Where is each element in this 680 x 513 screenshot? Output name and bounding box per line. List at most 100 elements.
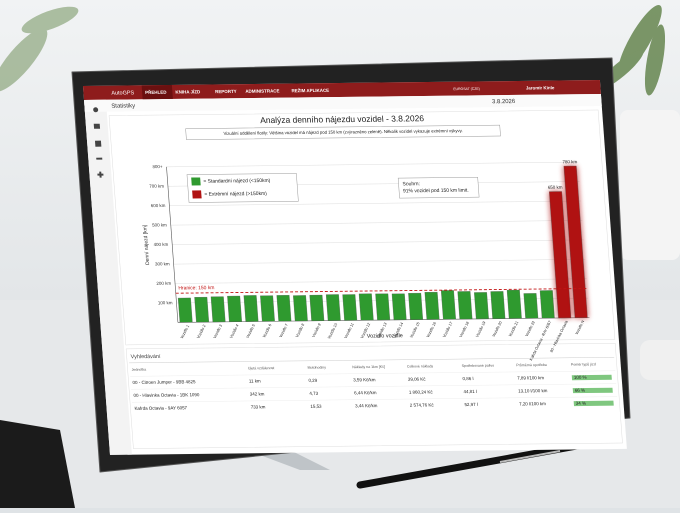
- x-tick-label: Vozidlo 13: [377, 322, 388, 339]
- x-tick-label: Vozidlo 19: [475, 321, 486, 338]
- threshold-label: Hranice: 150 km: [178, 285, 215, 291]
- column-header[interactable]: Průměrná spotřeba: [516, 363, 547, 367]
- nav-item[interactable]: KNIHA JÍZD: [175, 87, 201, 94]
- column-header[interactable]: Motohodiny: [307, 366, 326, 370]
- x-tick-label: Vozidlo 15: [409, 322, 420, 339]
- cell: 733 km: [251, 404, 266, 409]
- bar: [227, 295, 242, 322]
- bar: [276, 295, 292, 322]
- x-tick-label: Vozidlo N: [575, 319, 586, 335]
- search-label[interactable]: Vyhledávání: [131, 354, 162, 360]
- cell: 1 860,24 Kč: [409, 389, 434, 394]
- grid-line: [170, 220, 583, 226]
- bar: [177, 297, 193, 323]
- cell: 52,97 l: [464, 402, 478, 407]
- summary-text: 91% vozidel pod 150 km limit.: [403, 188, 469, 195]
- column-header[interactable]: Jednotka: [131, 368, 146, 372]
- row-rule: [132, 396, 618, 403]
- cell: 100 %: [574, 375, 587, 380]
- bar: [243, 295, 259, 322]
- chart-title: Analýza denního nájezdu vozidel - 3.8.20…: [260, 113, 425, 125]
- y-axis: [166, 166, 179, 323]
- bar: [309, 294, 325, 321]
- date[interactable]: 3.8.2026: [492, 99, 516, 105]
- column-header[interactable]: Poměr typů jízd: [571, 362, 596, 366]
- nav-active: [141, 84, 173, 100]
- company[interactable]: EUROSAT (CZE): [453, 87, 480, 91]
- cell: 3,59 Kč/km: [353, 377, 376, 382]
- column-header[interactable]: Spotřebované palivo: [461, 364, 494, 368]
- y-tick-label: 300 km: [155, 261, 170, 266]
- legend-label: = Extrémní nájezd (>150km): [204, 191, 267, 198]
- top-nav: [83, 80, 601, 100]
- y-tick-label: 500 km: [152, 222, 167, 227]
- nav-item[interactable]: REPORTY: [215, 89, 237, 94]
- bar: [457, 291, 473, 320]
- bar: [523, 293, 539, 319]
- side-icons: [93, 107, 104, 178]
- cell: 0,29: [308, 378, 318, 383]
- bar: [325, 294, 341, 321]
- ratio-bar: [571, 374, 612, 381]
- bar: [490, 291, 506, 319]
- bar: [342, 294, 358, 321]
- bar: [293, 295, 308, 322]
- x-tick-label: Vozidlo 20: [492, 321, 503, 338]
- grid-line: [166, 161, 579, 168]
- nav-item[interactable]: REŽIM APLIKACE: [291, 86, 329, 93]
- plant-left: [0, 6, 79, 92]
- x-tick-label: Vozidlo 2: [196, 324, 206, 339]
- nav-item[interactable]: PŘEHLED: [145, 88, 168, 95]
- x-axis-label: Vozidlo vozidle: [367, 333, 404, 339]
- value-label: 650 km: [548, 185, 563, 190]
- column-header[interactable]: Ujetá vzdálenost: [248, 366, 275, 370]
- page-title: Statistiky: [111, 103, 135, 109]
- x-tick-label: Vozidlo 8: [295, 323, 305, 338]
- cell: 7,89 l/100 km: [517, 375, 544, 380]
- x-tick-label: Vozidlo 22: [525, 320, 536, 337]
- column-header[interactable]: Náklady na 1km [Kč]: [352, 365, 385, 369]
- legend-swatch: [191, 177, 201, 186]
- x-tick-label: Vozidlo 6: [262, 323, 272, 338]
- bar: [474, 292, 489, 320]
- cell: 13,10 l/100 km: [518, 388, 548, 393]
- nav-item[interactable]: ADMINISTRACE: [245, 88, 280, 93]
- bar: [194, 296, 210, 323]
- notebook: [0, 420, 75, 508]
- bar: [391, 293, 407, 321]
- cell: 4,73: [309, 391, 319, 396]
- bar: [358, 293, 374, 321]
- cell: Kafrda Octavia - 9AY 6057: [134, 405, 187, 411]
- cell: 0,86 l: [462, 376, 473, 381]
- subtitle-box: [185, 124, 501, 140]
- y-axis-label: Denní nájezd [km]: [142, 224, 151, 265]
- bar: [424, 291, 440, 320]
- column-header[interactable]: Celkové náklady: [407, 364, 434, 368]
- cell: 39,06 Kč: [408, 377, 427, 382]
- user[interactable]: Jaromír Kinle: [526, 85, 555, 90]
- chart-panel: [108, 109, 616, 346]
- cell: 11 km: [249, 378, 261, 383]
- cell: 2 574,76 Kč: [410, 402, 435, 407]
- x-tick-label: Vozidlo 16: [426, 321, 437, 338]
- x-tick-label: Vozidlo 14: [393, 322, 404, 339]
- cell: 15,53: [310, 404, 322, 409]
- legend-swatch: [192, 190, 202, 199]
- screen: AutoGPS PŘEHLED KNIHA JÍZD REPORTY ADMINISTR…: [83, 80, 627, 455]
- pen-clip: [499, 450, 561, 463]
- x-tick-label: Vozidlo 10: [327, 323, 338, 340]
- pot: [620, 110, 680, 260]
- cell: 66 %: [575, 388, 586, 393]
- bar: [375, 293, 391, 321]
- bar: [563, 165, 588, 318]
- summary-box: [397, 176, 480, 199]
- legend-box: [186, 173, 299, 203]
- cell: 7,20 l/100 km: [519, 401, 546, 406]
- bar: [440, 290, 456, 320]
- y-tick-label: 400 km: [153, 242, 168, 247]
- grid-line: [169, 200, 581, 206]
- chart-subtitle: Vizuální oddělení flotily: Většina vozid…: [223, 128, 462, 136]
- y-tick-label: 800+: [152, 164, 163, 169]
- brand[interactable]: AutoGPS: [111, 90, 135, 96]
